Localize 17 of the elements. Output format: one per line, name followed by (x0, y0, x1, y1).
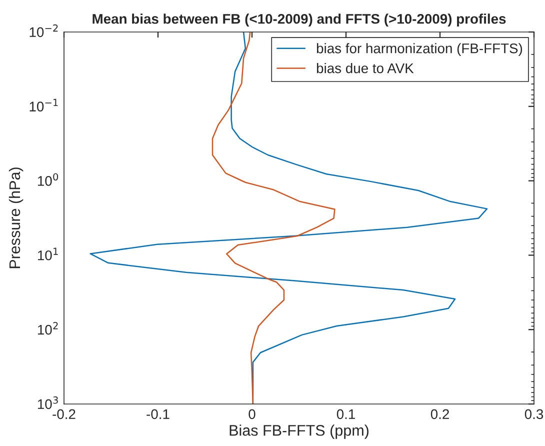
y-tick-label: 10$^{2}$ (38, 322, 58, 335)
x-tick-label: -0.1 (146, 409, 170, 420)
y-tick-label: 10$^{0}$ (38, 173, 58, 186)
chart-title: Mean bias between FB (<10-2009) and FFTS (>10-2009) profiles (92, 14, 506, 27)
y-tick-label: 10$^{−1}$ (30, 98, 58, 112)
x-tick-label: 0.2 (430, 409, 449, 420)
y-tick-label: 10$^{1}$ (38, 248, 58, 260)
x-tick-label: 0.3 (524, 409, 544, 420)
y-tick-label: 10$^{−2}$ (30, 24, 58, 38)
legend-label: bias due to AVK (316, 63, 414, 74)
x-tick-label: 0.1 (336, 409, 355, 420)
y-axis-title: Pressure (hPa) (8, 168, 24, 268)
x-tick-label: 0 (248, 409, 256, 420)
x-tick-label: -0.2 (52, 409, 76, 420)
y-tick-label: 10$^{3}$ (38, 396, 58, 410)
x-axis-title: Bias FB-FFTS (ppm) (230, 424, 369, 439)
legend-label: bias for harmonization (FB-FFTS) (316, 43, 522, 56)
